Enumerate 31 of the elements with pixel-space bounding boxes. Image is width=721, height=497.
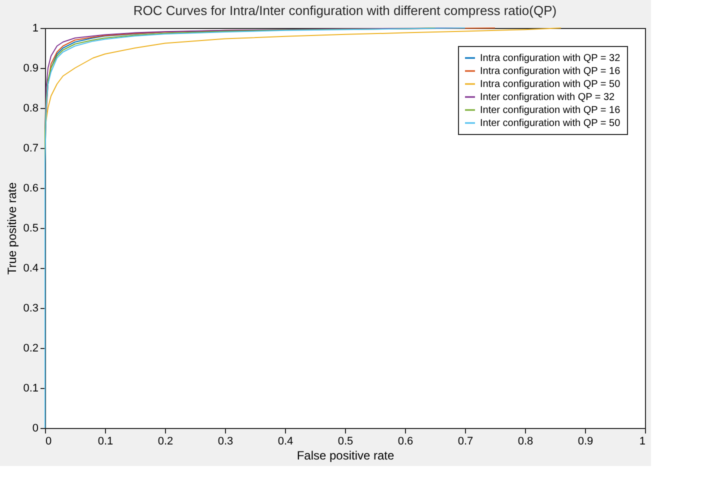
x-tick-label: 0.6 <box>398 436 414 448</box>
legend-label: Intra configuration with QP = 32 <box>480 53 621 64</box>
x-tick-label: 0.8 <box>518 436 534 448</box>
y-tick-label: 1 <box>32 22 38 34</box>
x-tick-label: 0.3 <box>218 436 234 448</box>
y-tick-label: 0.9 <box>23 62 38 74</box>
legend-label: Inter configration with QP = 32 <box>480 92 616 103</box>
y-tick-label: 0.1 <box>23 382 38 394</box>
y-tick-label: 0.5 <box>23 222 38 234</box>
x-tick-label: 0 <box>46 436 52 448</box>
y-tick-label: 0.3 <box>23 302 38 314</box>
x-tick-label: 0.2 <box>158 436 174 448</box>
y-axis-title: True positive rate <box>5 182 20 275</box>
y-tick-label: 0.7 <box>23 142 38 154</box>
x-tick-label: 0.5 <box>338 436 354 448</box>
x-tick-label: 0.9 <box>578 436 594 448</box>
legend-label: Intra configuration with QP = 16 <box>480 66 621 77</box>
legend-label: Inter configuration with QP = 50 <box>480 118 621 129</box>
chart-title: ROC Curves for Intra/Inter configuration with different compress ratio(QP) <box>133 3 557 18</box>
x-axis-title: False positive rate <box>296 448 395 462</box>
legend-label: Intra configuration with QP = 50 <box>480 79 621 90</box>
y-tick-label: 0.8 <box>23 102 38 114</box>
y-tick-label: 0 <box>32 422 38 434</box>
y-tick-label: 0.2 <box>23 342 38 354</box>
y-tick-label: 0.6 <box>23 182 38 194</box>
x-tick-label: 0.4 <box>278 436 294 448</box>
legend-label: Inter configuration with QP = 16 <box>480 105 621 116</box>
x-tick-label: 0.7 <box>458 436 474 448</box>
x-tick-label: 1 <box>639 436 646 448</box>
x-tick-label: 0.1 <box>98 436 114 448</box>
y-tick-label: 0.4 <box>23 262 38 274</box>
